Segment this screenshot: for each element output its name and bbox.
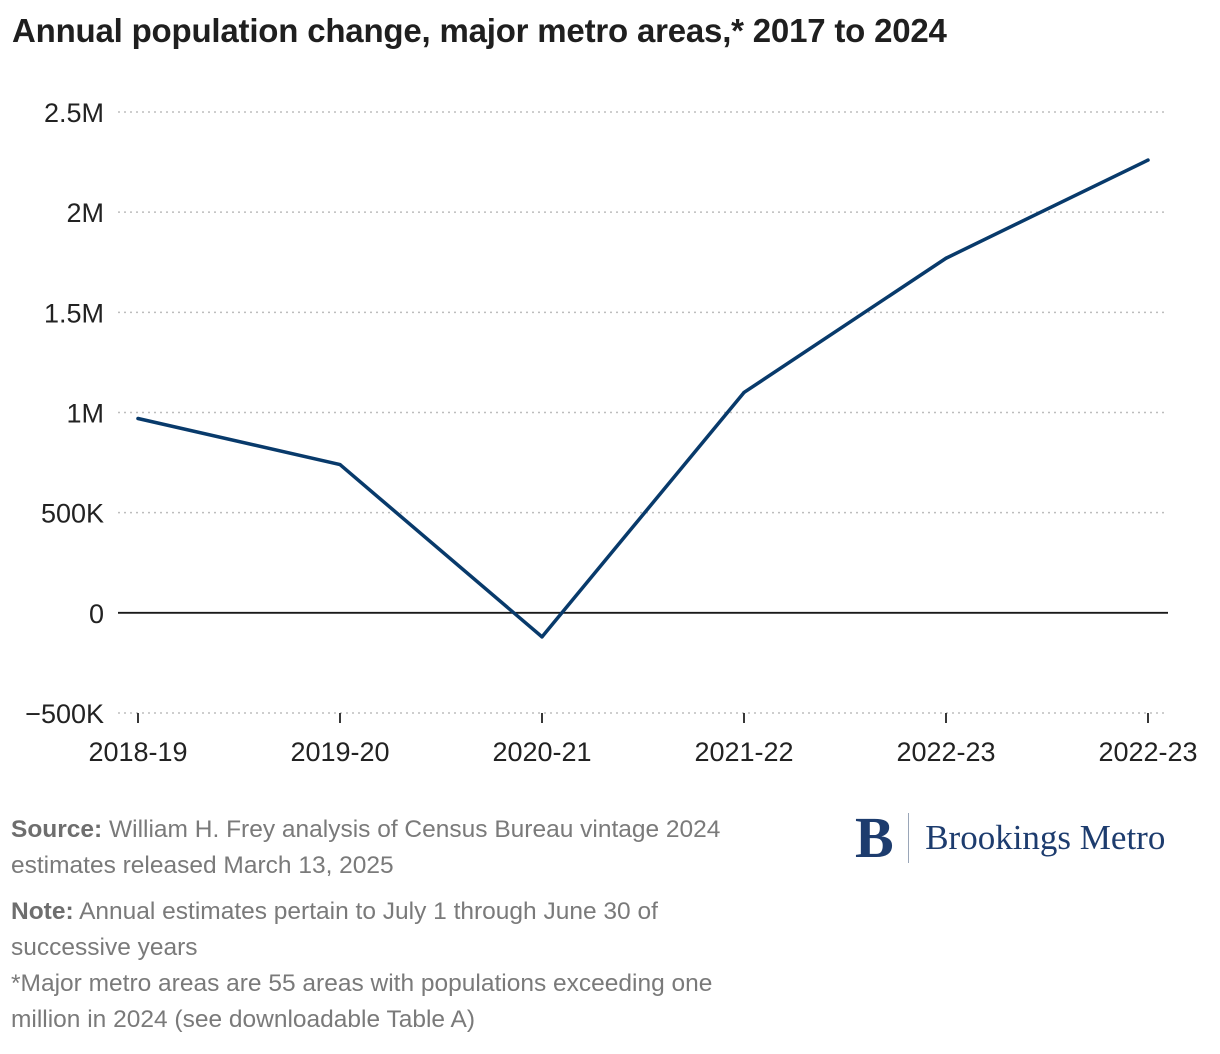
data-point — [742, 390, 746, 395]
series-lines — [136, 158, 1150, 639]
footnote: *Major metro areas are 55 areas with pop… — [11, 970, 713, 1033]
source-label: Source: — [11, 816, 103, 843]
data-point — [1146, 158, 1150, 162]
y-tick-label: 500K — [41, 499, 104, 529]
gridlines — [118, 111, 1168, 714]
data-point — [540, 635, 544, 639]
source-note: Source: William H. Frey analysis of Cens… — [11, 812, 781, 884]
logo-text: Brookings Metro — [925, 818, 1166, 857]
logo-divider — [907, 813, 910, 863]
y-tick-label: 2M — [66, 198, 104, 228]
data-point — [338, 462, 342, 467]
x-tick-label: 2019-20 — [290, 737, 389, 767]
data-point — [944, 256, 948, 260]
y-tick-label: −500K — [25, 699, 104, 729]
y-tick-label: 2.5M — [44, 98, 104, 128]
y-axis-ticks: −500K 0 500K 1M 1.5M 2M 2.5M — [25, 98, 104, 729]
note-text: Annual estimates pertain to July 1 throu… — [11, 898, 658, 961]
y-tick-label: 1.5M — [44, 298, 104, 328]
chart-notes: Source: William H. Frey analysis of Cens… — [11, 812, 781, 1038]
data-point — [136, 416, 140, 421]
brookings-metro-logo: B Brookings Metro — [855, 808, 1165, 868]
y-tick-label: 0 — [89, 599, 104, 629]
x-tick-label: 2022-23 — [896, 737, 995, 767]
y-tick-label: 1M — [66, 399, 104, 429]
series-line — [136, 158, 1150, 639]
x-tick-label: 2020-21 — [492, 737, 591, 767]
source-text: William H. Frey analysis of Census Burea… — [11, 816, 721, 879]
x-axis: 2018-19 2019-20 2020-21 2021-22 2022-23 2022-… — [88, 713, 1198, 767]
note: Note: Annual estimates pertain to July 1… — [11, 894, 781, 966]
chart-title: Annual population change, major metro ar… — [12, 12, 947, 49]
logo-mark: B — [855, 805, 894, 870]
line-chart: −500K 0 500K 1M 1.5M 2M 2.5M 2018-19 2019-20 202… — [25, 98, 1198, 767]
note-label: Note: — [11, 898, 74, 925]
x-tick-label: 2018-19 — [88, 737, 187, 767]
x-tick-label: 2021-22 — [694, 737, 793, 767]
x-tick-label: 2022-23 — [1098, 737, 1197, 767]
